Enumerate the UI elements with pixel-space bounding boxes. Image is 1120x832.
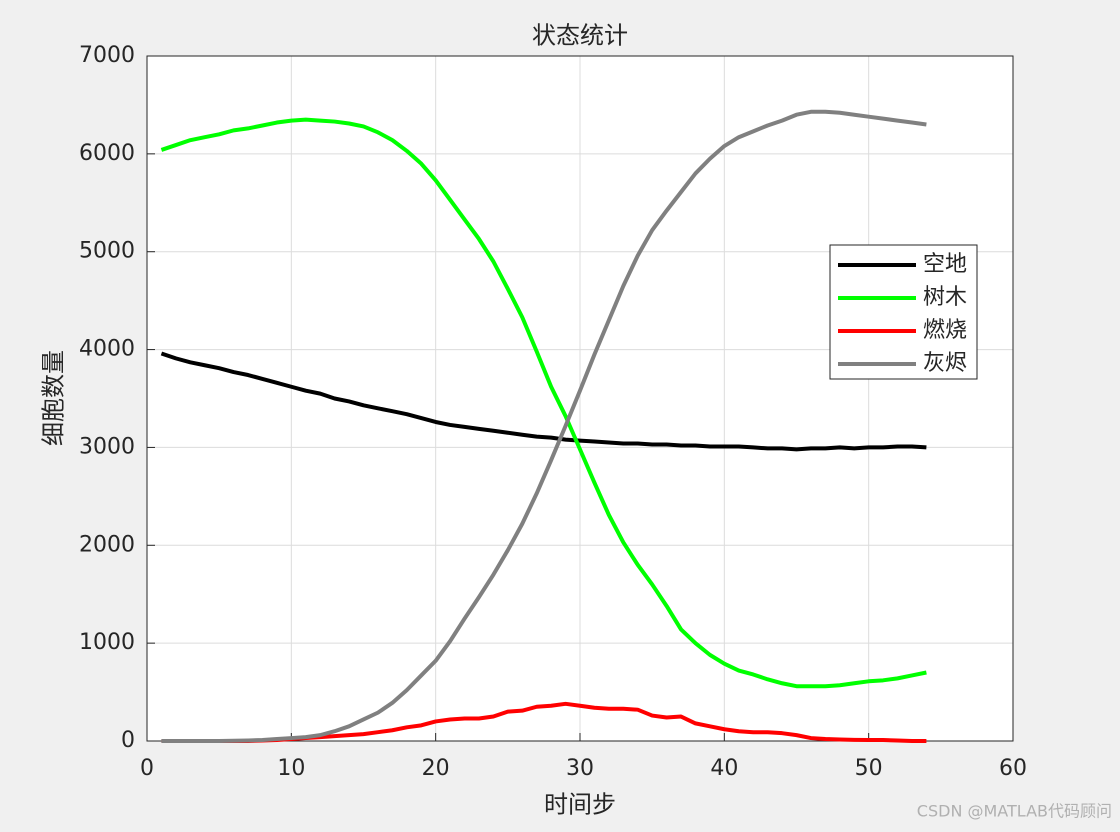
x-tick-label: 0	[140, 756, 154, 781]
y-tick-label: 3000	[79, 434, 135, 459]
y-tick-label: 2000	[79, 532, 135, 557]
axes-box	[146, 55, 1014, 742]
legend-label: 灰烬	[923, 351, 967, 376]
legend-label: 树木	[923, 285, 967, 310]
y-tick-label: 1000	[79, 630, 135, 655]
legend-label: 空地	[923, 252, 967, 277]
x-axis-label: 时间步	[544, 791, 616, 819]
x-tick-label: 50	[855, 756, 883, 781]
y-axis-label: 细胞数量	[40, 350, 68, 446]
y-tick-label: 6000	[79, 141, 135, 166]
legend-label: 燃烧	[923, 318, 967, 343]
line-series	[160, 351, 927, 452]
chart-title: 状态统计	[532, 22, 628, 50]
y-tick-label: 4000	[79, 337, 135, 362]
x-tick-label: 30	[566, 756, 594, 781]
x-tick-label: 10	[277, 756, 305, 781]
legend-box	[829, 244, 978, 380]
x-tick-label: 40	[710, 756, 738, 781]
watermark: CSDN @MATLAB代码顾问	[917, 802, 1112, 821]
line-series	[160, 117, 927, 689]
x-tick-label: 60	[999, 756, 1027, 781]
y-tick-label: 7000	[79, 43, 135, 68]
y-tick-label: 5000	[79, 239, 135, 264]
line-series	[161, 109, 927, 743]
x-tick-label: 20	[422, 756, 450, 781]
y-tick-label: 0	[121, 728, 135, 753]
